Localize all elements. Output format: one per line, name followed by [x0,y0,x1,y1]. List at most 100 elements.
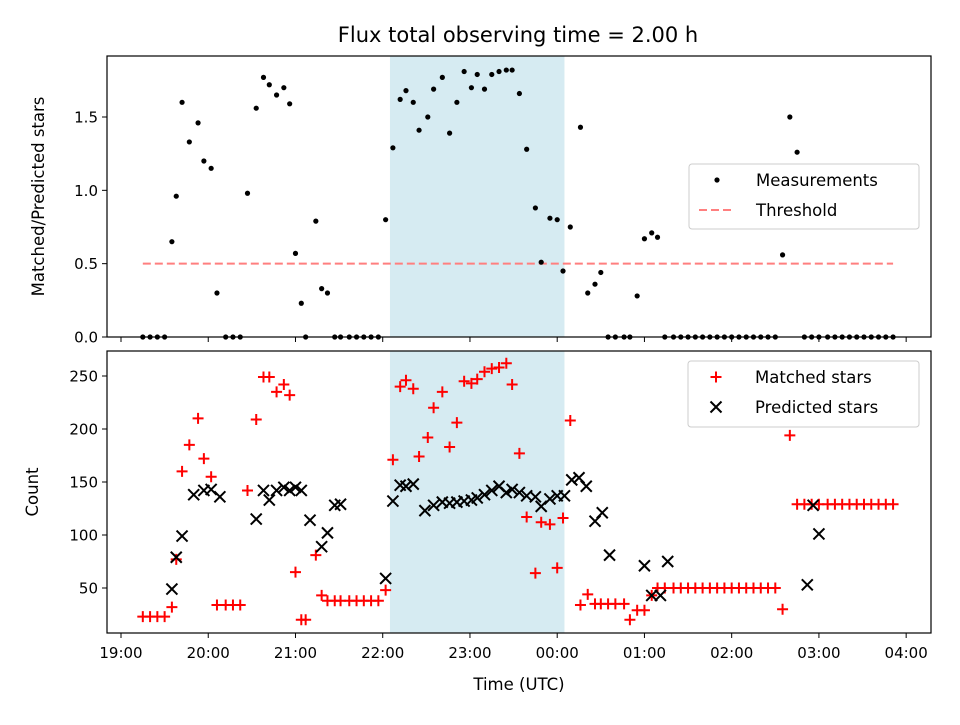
matched-star-point [535,516,547,528]
matched-star-point [198,453,210,465]
measurement-point [425,114,431,120]
matched-star-point [444,441,456,453]
matched-star-point [777,603,789,615]
x-tick-label: 20:00 [187,644,230,662]
measurement-point [461,68,467,75]
matched-star-point [529,567,541,579]
measurement-point [538,259,544,265]
legend-marker [710,371,722,383]
legend-label: Measurements [756,171,878,190]
y-tick-label: 150 [69,474,98,492]
measurement-point [201,158,207,164]
predicted-star-point [321,526,334,540]
matched-star-point [372,595,384,607]
predicted-star-point [565,473,578,487]
measurement-point [794,149,800,155]
predicted-star-point [386,494,400,508]
bottom-axes-frame [106,350,932,634]
matched-star-point [624,614,636,626]
x-tick-label: 01:00 [623,644,666,662]
measurement-point [598,269,604,276]
bottom-panel: 50 100 150 200 250 19:00 20:00 21:00 22:00 23:00… [23,350,932,694]
matched-star-point [394,381,406,393]
x-tick-label: 03:00 [797,644,840,662]
predicted-star-point [654,589,667,602]
matched-star-point [513,447,525,459]
predicted-star-point [379,572,392,585]
matched-star-point [544,518,556,530]
predicted-star-point [529,490,542,504]
x-tick-label: 00:00 [536,644,579,662]
matched-star-point [506,378,518,390]
measurements-points [140,67,896,340]
x-tick-label: 23:00 [448,644,491,662]
y-tick-label: 100 [69,527,98,545]
matched-star-point [769,582,781,594]
x-tick-label: 19:00 [99,644,142,662]
legend-box [688,163,920,230]
matched-star-point [278,378,290,390]
predicted-star-point [303,513,317,527]
matched-star-point [638,604,650,616]
matched-star-point [407,383,419,395]
predicted-star-point [812,527,826,541]
matched-star-point [241,484,253,496]
measurement-point [281,85,287,91]
chart-title: Flux total observing time = 2.00 h [338,23,698,47]
measurement-point [397,96,403,102]
matched-star-point [263,371,275,383]
matched-star-point [574,599,586,611]
predicted-star-point [263,493,276,507]
measurement-point [313,218,319,224]
measurement-point [292,250,299,256]
matched-star-point [176,465,188,477]
predicted-star-point [334,498,347,511]
top-x-ticks [120,337,907,342]
predicted-star-point [399,480,413,493]
measurement-point [447,130,453,136]
predicted-star-point [485,484,498,497]
measurement-point [454,99,460,105]
matched-star-point [316,589,328,601]
measurement-point [496,68,502,75]
predicted-star-point [283,484,296,497]
measurement-point [410,99,416,105]
measurement-point [592,281,598,287]
measurement-point [416,127,422,133]
measurement-point [489,71,495,78]
predicted-star-point [596,506,609,519]
legend-label: Threshold [755,201,837,220]
y-tick-label: 1.5 [74,109,98,127]
measurement-point [547,215,553,221]
matched-star-point [500,357,512,369]
matched-star-point [387,454,399,466]
matched-star-point [284,389,296,401]
matched-star-point [422,431,434,443]
x-tick-label: 04:00 [885,644,928,662]
matched-star-point [380,584,392,596]
matched-star-point [300,614,312,626]
top-legend: Measurements Threshold [688,163,920,230]
measurement-point [439,74,445,80]
predicted-star-point [257,484,270,497]
matched-star-point [166,601,178,613]
matched-star-point [183,439,195,451]
matched-star-point [271,386,283,398]
predicted-star-point [315,540,328,553]
measurement-point [577,124,584,130]
matched-star-point [159,611,171,623]
x-tick-label: 02:00 [710,644,753,662]
measurement-point [287,101,293,107]
measurement-point [383,217,389,223]
star-count-points [137,357,899,626]
measurement-point [431,86,437,92]
matched-star-point [471,373,483,385]
matched-star-point [784,429,796,441]
measurement-point [266,82,272,88]
x-tick-label: 22:00 [361,644,404,662]
legend-marker [714,177,720,183]
legend-label: Predicted stars [755,398,878,417]
measurement-point [273,92,280,98]
matched-star-point [413,451,425,463]
